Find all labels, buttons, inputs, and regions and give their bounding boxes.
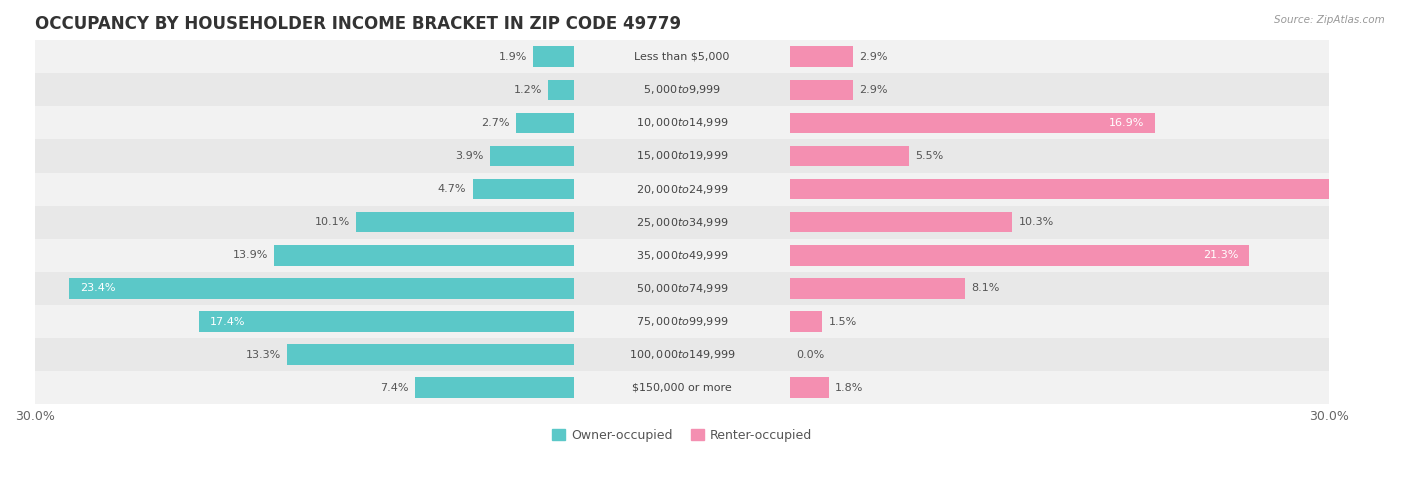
Text: 17.4%: 17.4% [209, 316, 245, 327]
Text: 21.3%: 21.3% [1204, 250, 1239, 260]
Bar [69, 278, 574, 299]
Text: 1.2%: 1.2% [513, 85, 541, 95]
Bar [790, 378, 828, 398]
Bar [35, 40, 1329, 73]
Text: $15,000 to $19,999: $15,000 to $19,999 [636, 150, 728, 162]
Text: 8.1%: 8.1% [972, 283, 1000, 294]
Text: 5.5%: 5.5% [915, 151, 943, 161]
Text: 1.9%: 1.9% [498, 52, 527, 62]
Bar [533, 46, 574, 67]
Text: Source: ZipAtlas.com: Source: ZipAtlas.com [1274, 15, 1385, 25]
Text: Less than $5,000: Less than $5,000 [634, 52, 730, 62]
Text: 2.7%: 2.7% [481, 118, 509, 128]
Text: 3.9%: 3.9% [456, 151, 484, 161]
Text: 13.3%: 13.3% [246, 349, 281, 360]
Bar [274, 245, 574, 265]
Bar [790, 179, 1406, 199]
Bar [790, 278, 965, 299]
Bar [35, 139, 1329, 173]
Legend: Owner-occupied, Renter-occupied: Owner-occupied, Renter-occupied [548, 425, 815, 445]
Text: $150,000 or more: $150,000 or more [633, 383, 733, 393]
Bar [35, 173, 1329, 206]
Text: $20,000 to $24,999: $20,000 to $24,999 [636, 183, 728, 195]
Bar [35, 305, 1329, 338]
Text: $75,000 to $99,999: $75,000 to $99,999 [636, 315, 728, 328]
Text: 2.9%: 2.9% [859, 52, 887, 62]
Bar [790, 113, 1154, 133]
Text: 10.3%: 10.3% [1018, 217, 1054, 227]
Text: $5,000 to $9,999: $5,000 to $9,999 [643, 83, 721, 96]
Bar [35, 272, 1329, 305]
Bar [415, 378, 574, 398]
Text: 4.7%: 4.7% [437, 184, 467, 194]
Bar [356, 212, 574, 232]
Text: $10,000 to $14,999: $10,000 to $14,999 [636, 116, 728, 129]
Text: $50,000 to $74,999: $50,000 to $74,999 [636, 282, 728, 295]
Bar [790, 212, 1012, 232]
Bar [35, 206, 1329, 239]
Bar [35, 106, 1329, 139]
Text: 13.9%: 13.9% [232, 250, 269, 260]
Bar [548, 80, 574, 100]
Text: 1.5%: 1.5% [828, 316, 858, 327]
Text: $35,000 to $49,999: $35,000 to $49,999 [636, 249, 728, 262]
Text: 1.8%: 1.8% [835, 383, 863, 393]
Text: $25,000 to $34,999: $25,000 to $34,999 [636, 216, 728, 229]
Text: OCCUPANCY BY HOUSEHOLDER INCOME BRACKET IN ZIP CODE 49779: OCCUPANCY BY HOUSEHOLDER INCOME BRACKET … [35, 15, 681, 33]
Text: 0.0%: 0.0% [796, 349, 825, 360]
Bar [35, 239, 1329, 272]
Bar [516, 113, 574, 133]
Bar [790, 46, 852, 67]
Bar [35, 338, 1329, 371]
Text: 28.9%: 28.9% [1367, 184, 1403, 194]
Text: 16.9%: 16.9% [1108, 118, 1143, 128]
Bar [472, 179, 574, 199]
Text: 10.1%: 10.1% [315, 217, 350, 227]
Bar [287, 345, 574, 365]
Text: 23.4%: 23.4% [80, 283, 115, 294]
Bar [35, 73, 1329, 106]
Text: 2.9%: 2.9% [859, 85, 887, 95]
Bar [198, 311, 574, 332]
Bar [790, 311, 823, 332]
Bar [35, 371, 1329, 404]
Bar [790, 245, 1250, 265]
Bar [790, 146, 908, 166]
Text: $100,000 to $149,999: $100,000 to $149,999 [628, 348, 735, 361]
Bar [491, 146, 574, 166]
Bar [790, 80, 852, 100]
Text: 7.4%: 7.4% [380, 383, 408, 393]
